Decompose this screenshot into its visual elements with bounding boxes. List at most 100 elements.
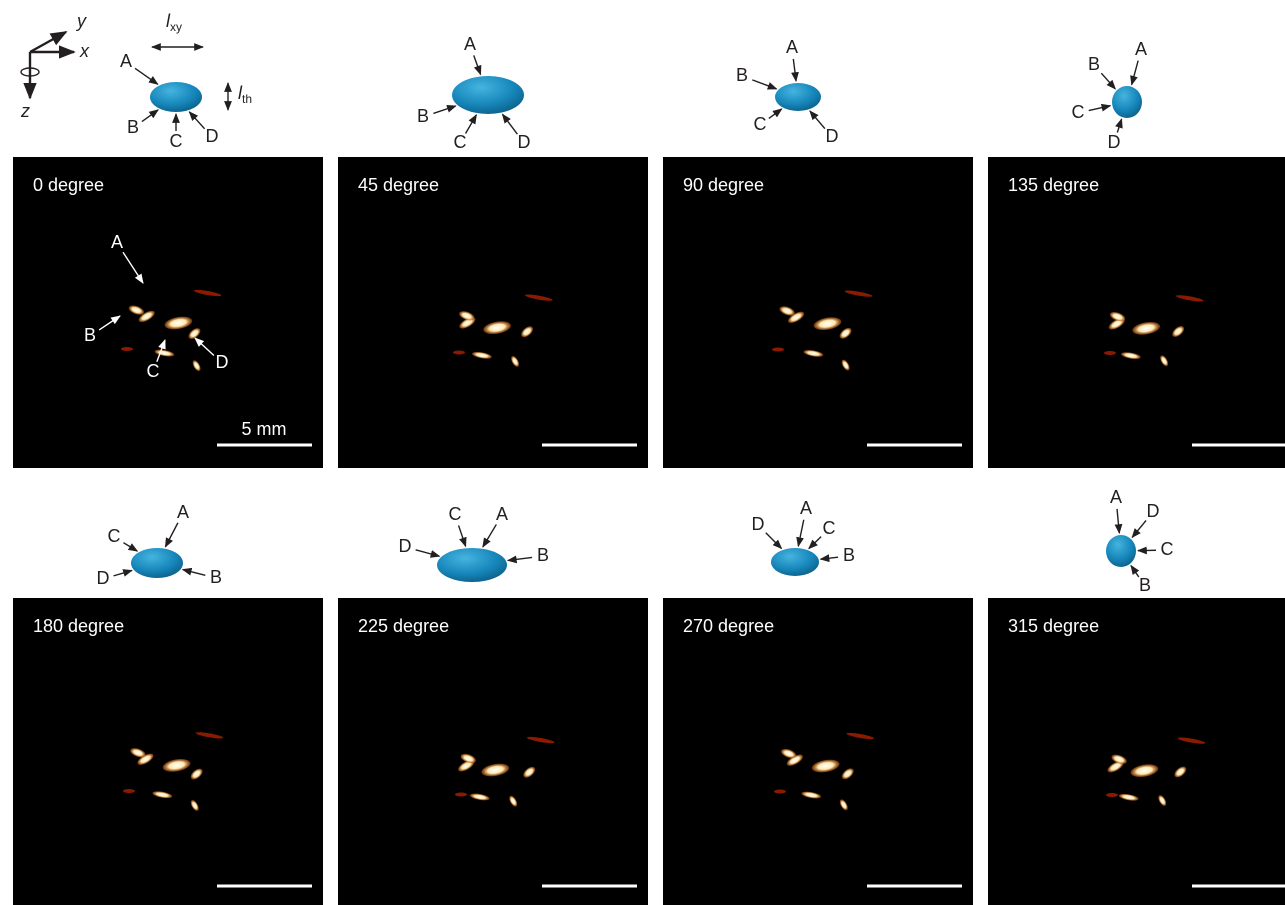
signal [774, 790, 786, 794]
arrow [1132, 61, 1138, 85]
marker-label: A [464, 34, 476, 54]
panel-label: 270 degree [683, 616, 774, 636]
lth-label: lth [238, 83, 252, 106]
ellipsoid [1112, 86, 1142, 118]
axis-x: x [79, 41, 90, 61]
arrow [821, 557, 839, 559]
image-marker: D [216, 352, 229, 372]
ellipsoid [452, 76, 524, 114]
marker-label: D [206, 126, 219, 146]
marker-label: D [752, 514, 765, 534]
axes-icon: y x z lxy lth [20, 11, 252, 121]
arrow [135, 68, 158, 84]
marker-label: A [786, 37, 798, 57]
marker-label: C [454, 132, 467, 152]
arrow [1117, 509, 1119, 533]
arrow [809, 537, 821, 549]
ellipsoid [150, 82, 202, 112]
marker-label: C [823, 518, 836, 538]
arrow [1089, 106, 1111, 111]
marker-label: D [97, 568, 110, 588]
arrow [183, 570, 206, 576]
figure: y x z lxy lth ABCD0 degree5 mmABCDABCD45… [0, 0, 1285, 905]
marker-label: C [1161, 539, 1174, 559]
marker-label: B [127, 117, 139, 137]
arrow [123, 543, 137, 551]
marker-label: D [1108, 132, 1121, 152]
marker-label: B [843, 545, 855, 565]
ellipsoid [131, 548, 183, 578]
scale-label: 5 mm [242, 419, 287, 439]
image-panel [988, 157, 1285, 468]
arrow [114, 570, 132, 575]
panel: A B C D 135 degree [988, 39, 1285, 468]
panel: ABCD180 degree [13, 502, 323, 905]
arrow [142, 110, 158, 122]
arrow [189, 112, 204, 129]
marker-label: B [537, 545, 549, 565]
signal [453, 351, 465, 355]
marker-label: B [1088, 54, 1100, 74]
marker-label: A [1110, 487, 1122, 507]
image-panel [663, 598, 973, 905]
arrow [1132, 521, 1146, 538]
marker-label: C [108, 526, 121, 546]
signal [772, 348, 784, 352]
panel: A B C D 45 degree [338, 34, 648, 468]
panel-label: 135 degree [1008, 175, 1099, 195]
arrow [459, 525, 466, 546]
image-panel [988, 598, 1285, 905]
panel-label: 45 degree [358, 175, 439, 195]
panel-label: 315 degree [1008, 616, 1099, 636]
arrow [416, 550, 440, 556]
image-marker: C [147, 361, 160, 381]
marker-label: B [210, 567, 222, 587]
marker-label: A [120, 51, 132, 71]
marker-label: D [518, 132, 531, 152]
marker-label: A [800, 498, 812, 518]
signal [1106, 793, 1118, 797]
arrow [1117, 119, 1121, 132]
marker-label: C [170, 131, 183, 151]
image-panel [13, 598, 323, 905]
signal [123, 789, 135, 793]
marker-label: A [177, 502, 189, 522]
arrow [165, 523, 178, 547]
signal [455, 793, 467, 797]
arrow [766, 533, 782, 549]
marker-label: D [399, 536, 412, 556]
arrow [769, 109, 782, 118]
ellipsoid [771, 548, 819, 576]
marker-label: B [417, 106, 429, 126]
panel-label: 90 degree [683, 175, 764, 195]
ellipsoid [1106, 535, 1136, 567]
marker-label: C [1072, 102, 1085, 122]
marker-label: D [1147, 501, 1160, 521]
lth-sub: th [242, 92, 252, 106]
image-marker: A [111, 232, 123, 252]
arrow [474, 55, 481, 74]
ellipsoid [775, 83, 821, 111]
axis-y: y [75, 11, 87, 31]
arrow [502, 114, 517, 134]
arrow [793, 59, 796, 81]
marker-label: C [449, 504, 462, 524]
marker-label: A [1135, 39, 1147, 59]
marker-label: B [1139, 575, 1151, 595]
marker-label: D [826, 126, 839, 146]
signal [1104, 351, 1116, 355]
arrow [433, 106, 455, 114]
arrow [483, 524, 497, 547]
arrow [508, 557, 532, 560]
image-marker: B [84, 325, 96, 345]
arrow [752, 80, 776, 89]
panel: A BC D 270 degree [663, 498, 973, 905]
arrow [1101, 73, 1115, 89]
image-panel [338, 157, 648, 468]
marker-label: B [736, 65, 748, 85]
lxy-sub: xy [170, 20, 182, 34]
marker-label: A [496, 504, 508, 524]
